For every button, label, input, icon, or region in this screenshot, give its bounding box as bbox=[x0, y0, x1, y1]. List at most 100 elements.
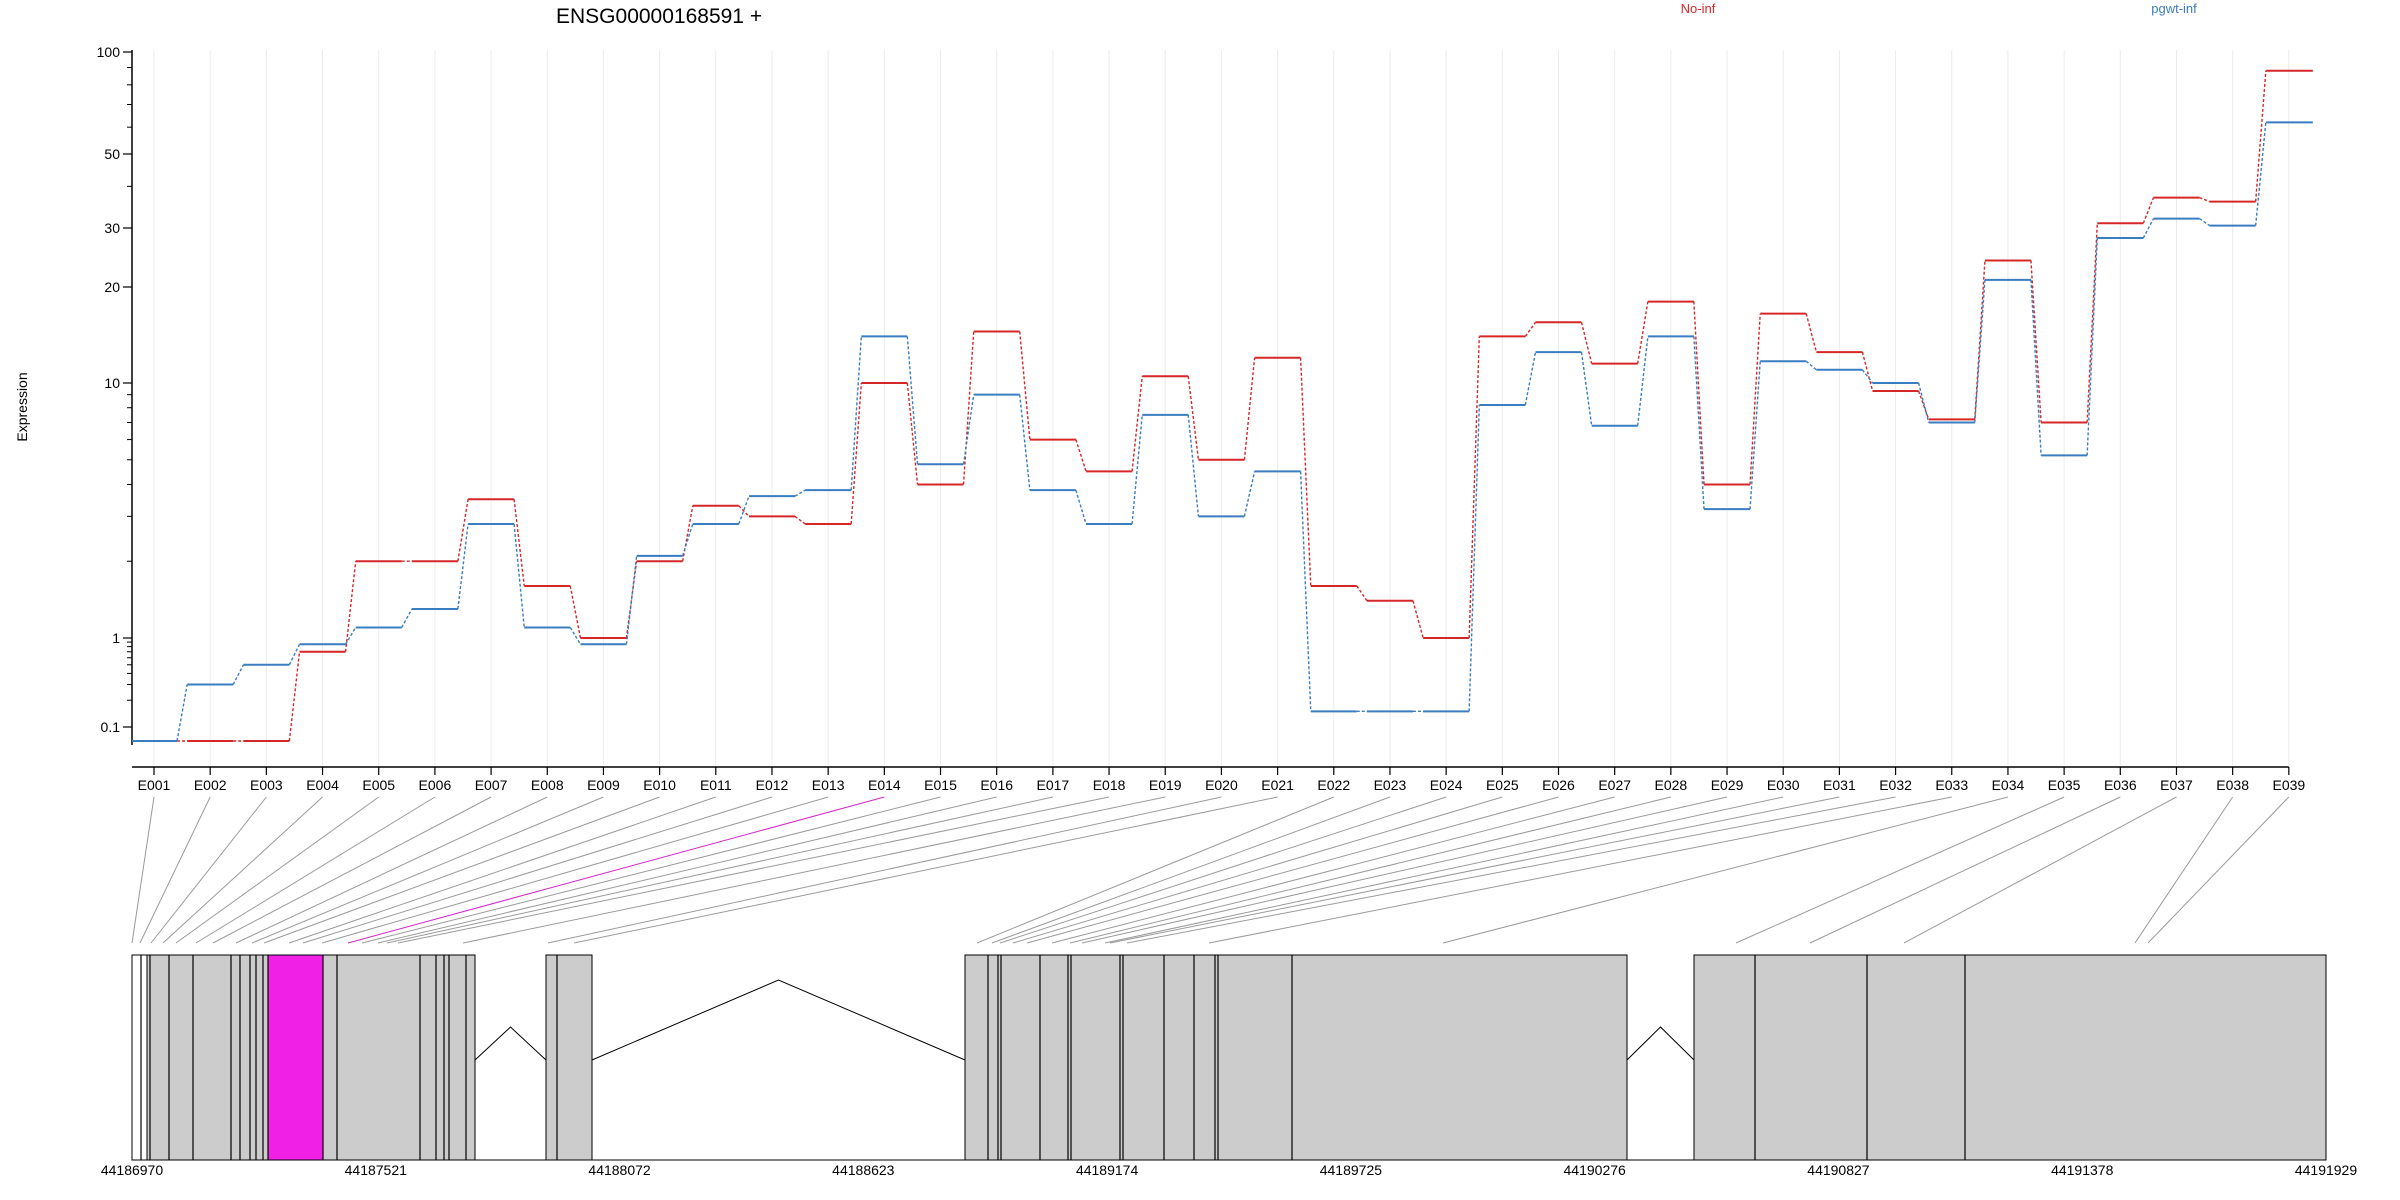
genome-axis: 44186970 44187521 44188072 44188623 44189174… bbox=[101, 1159, 2358, 1178]
x-tick-label-e008: E008 bbox=[531, 777, 564, 793]
connector-e023 bbox=[991, 796, 1391, 944]
series-connector bbox=[1693, 336, 1705, 510]
y-tick-label: 100 bbox=[97, 44, 121, 60]
connector-e032 bbox=[1126, 796, 1896, 944]
connector-e016 bbox=[377, 796, 997, 944]
connector-e013 bbox=[321, 796, 829, 944]
series-connector bbox=[2030, 279, 2042, 456]
series-connector bbox=[1187, 376, 1200, 460]
series-connector bbox=[1131, 414, 1143, 525]
x-tick-label-e038: E038 bbox=[2216, 777, 2249, 793]
connector-e010 bbox=[263, 796, 660, 944]
x-tick-label-e028: E028 bbox=[1655, 777, 1688, 793]
series-lines bbox=[132, 69, 2313, 742]
y-tick-label: 50 bbox=[104, 146, 120, 162]
x-tick-label-e031: E031 bbox=[1823, 777, 1856, 793]
series-connector bbox=[2199, 218, 2211, 227]
connector-e002 bbox=[139, 796, 211, 944]
series-connector bbox=[1917, 382, 1930, 423]
series-connector bbox=[2086, 238, 2098, 456]
series-connector bbox=[1075, 439, 1087, 472]
series-connector bbox=[794, 489, 806, 497]
connector-e029 bbox=[1081, 796, 1728, 944]
x-tick-label-e020: E020 bbox=[1205, 777, 1238, 793]
y-axis: 100 50 30 20 10 1 0.1 bbox=[97, 44, 133, 745]
series-connector bbox=[1749, 313, 1761, 485]
series-connector bbox=[1019, 331, 1031, 440]
series-connector bbox=[1243, 357, 1256, 460]
connector-e006 bbox=[195, 796, 436, 944]
genome-tick-label: 44188072 bbox=[588, 1162, 651, 1178]
connector-e017 bbox=[386, 796, 1053, 944]
connector-e024 bbox=[999, 796, 1447, 944]
x-tick-label-e035: E035 bbox=[2048, 777, 2081, 793]
chart-title: ENSG00000168591 + bbox=[556, 5, 762, 28]
series-connector bbox=[457, 499, 469, 562]
connector-e018 bbox=[397, 796, 1110, 944]
genome-tick-label: 44188623 bbox=[832, 1162, 895, 1178]
x-tick-label-e023: E023 bbox=[1374, 777, 1407, 793]
x-tick-label-e033: E033 bbox=[1935, 777, 1968, 793]
series-connector bbox=[2142, 218, 2155, 239]
connector-e008 bbox=[235, 796, 548, 944]
x-tick-label-e009: E009 bbox=[587, 777, 620, 793]
x-tick-label-e001: E001 bbox=[138, 777, 171, 793]
x-tick-label-e030: E030 bbox=[1767, 777, 1800, 793]
y-tick-label: 30 bbox=[104, 220, 120, 236]
series-connector bbox=[569, 585, 582, 639]
series-connector bbox=[1412, 600, 1424, 639]
exon-block-2 bbox=[545, 954, 593, 1161]
series-connector bbox=[1636, 336, 1649, 426]
x-tick-label-e039: E039 bbox=[2272, 777, 2305, 793]
y-axis-label: Expression bbox=[14, 372, 30, 441]
series-no-inf bbox=[132, 69, 2313, 742]
exon-gap bbox=[131, 954, 148, 1161]
connector-e034 bbox=[1442, 796, 2009, 944]
exon-block-4 bbox=[1693, 954, 2327, 1161]
series-connector bbox=[1749, 361, 1761, 510]
x-tick-label-e027: E027 bbox=[1598, 777, 1631, 793]
series-connector bbox=[1468, 404, 1481, 712]
series-connector bbox=[176, 684, 188, 742]
series-connector bbox=[1636, 301, 1649, 364]
series-connector bbox=[1974, 260, 1986, 420]
series-connector bbox=[1019, 394, 1031, 491]
genome-tick-label: 44190827 bbox=[1807, 1162, 1870, 1178]
connector-e036 bbox=[1809, 796, 2121, 944]
connector-e015 bbox=[361, 796, 941, 944]
series-connector bbox=[962, 331, 975, 485]
x-tick-label-e034: E034 bbox=[1992, 777, 2025, 793]
connector-e022 bbox=[976, 796, 1334, 944]
x-tick-label-e021: E021 bbox=[1261, 777, 1294, 793]
connector-e014 bbox=[347, 796, 885, 944]
exon-block-3 bbox=[964, 954, 1628, 1161]
x-tick-label-e019: E019 bbox=[1149, 777, 1182, 793]
series-connector bbox=[1805, 360, 1817, 371]
genome-tick-label: 44191929 bbox=[2295, 1162, 2358, 1178]
connector-e025 bbox=[1012, 796, 1503, 944]
x-tick-label-e025: E025 bbox=[1486, 777, 1519, 793]
series-connector bbox=[1524, 321, 1537, 337]
series-connector bbox=[1243, 471, 1256, 517]
series-connector bbox=[513, 499, 525, 587]
series-pgwt-inf bbox=[132, 121, 2313, 742]
x-tick-label-e003: E003 bbox=[250, 777, 283, 793]
series-connector bbox=[906, 382, 919, 485]
connector-e031 bbox=[1109, 796, 1840, 944]
y-tick-label: 20 bbox=[104, 279, 120, 295]
intron-line bbox=[591, 979, 966, 1061]
legend-entry-pgwt-inf: pgwt-inf bbox=[2151, 1, 2197, 16]
gene-model bbox=[131, 954, 2327, 1161]
series-connector bbox=[2254, 122, 2267, 226]
x-tick-label-e006: E006 bbox=[419, 777, 452, 793]
series-connector bbox=[2142, 197, 2155, 224]
series-connector bbox=[1974, 279, 1986, 423]
connector-e020 bbox=[547, 796, 1222, 944]
series-connector bbox=[906, 336, 919, 465]
series-connector bbox=[681, 523, 694, 557]
series-connector bbox=[1693, 301, 1705, 485]
connector-e035 bbox=[1735, 796, 2065, 944]
series-connector bbox=[738, 505, 750, 517]
connector-e001 bbox=[131, 796, 155, 944]
connector-e003 bbox=[150, 796, 267, 944]
